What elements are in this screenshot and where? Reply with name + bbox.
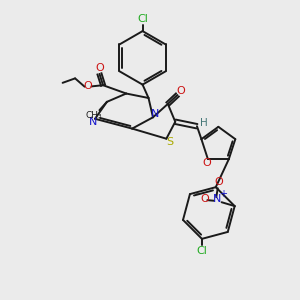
Text: H: H	[200, 118, 207, 128]
Text: +: +	[219, 189, 227, 199]
Text: ⁻: ⁻	[194, 192, 200, 202]
Text: S: S	[167, 137, 173, 147]
Text: N: N	[213, 194, 221, 204]
Text: O: O	[84, 81, 93, 91]
Text: N: N	[151, 109, 160, 119]
Text: O: O	[200, 194, 209, 204]
Text: O: O	[202, 158, 211, 168]
Text: N: N	[88, 117, 97, 127]
Text: O: O	[214, 177, 223, 187]
Text: Cl: Cl	[196, 246, 207, 256]
Text: O: O	[95, 63, 104, 73]
Text: CH₃: CH₃	[85, 111, 102, 120]
Text: Cl: Cl	[137, 14, 148, 24]
Text: O: O	[176, 85, 185, 96]
